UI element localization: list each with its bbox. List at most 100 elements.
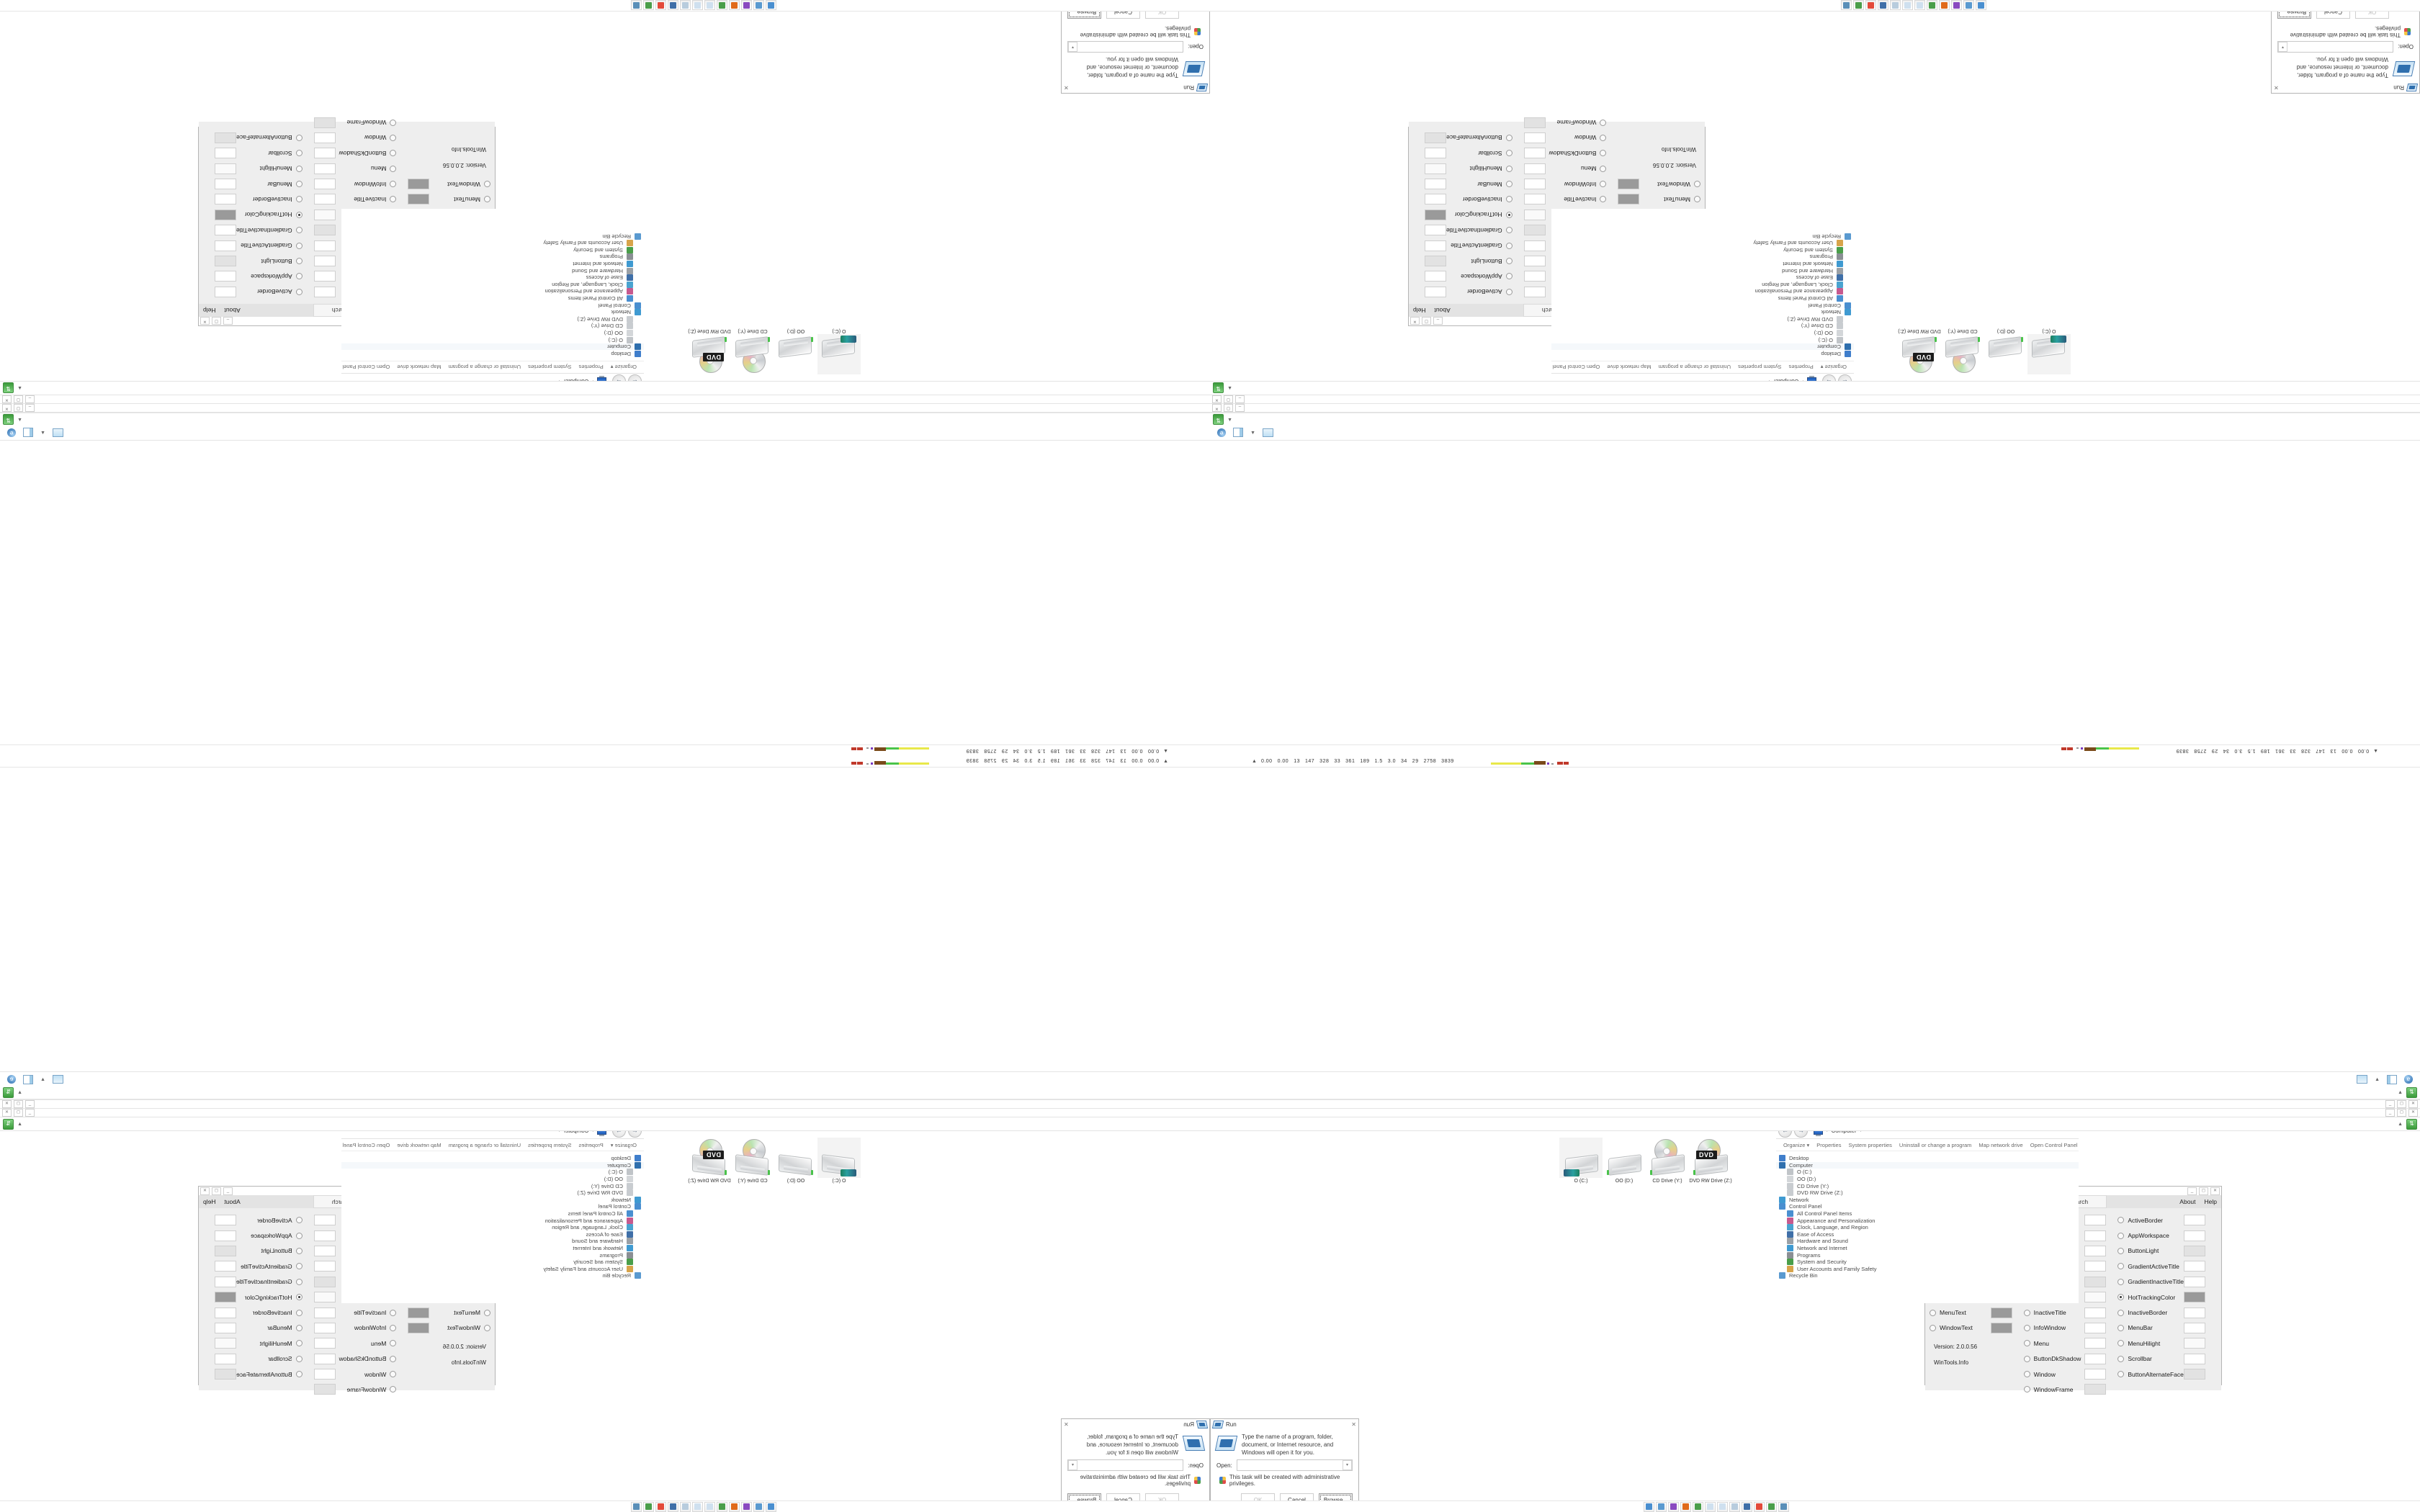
minimize-icon[interactable]: _ [2385,1109,2395,1117]
color-swatch[interactable] [313,271,336,282]
minimize-icon[interactable]: _ [1433,317,1443,325]
color-swatch[interactable] [2183,1338,2205,1349]
toolbar-organize[interactable]: Organize ▾ [610,364,637,371]
refresh-icon[interactable]: ⇅ [1213,382,1224,394]
internet-explorer-icon[interactable]: e [2404,1075,2413,1084]
color-swatch-row[interactable] [1990,1320,2024,1336]
color-swatch[interactable] [1523,240,1546,251]
color-swatch[interactable] [215,1322,237,1333]
color-option-row[interactable]: GradientActiveTitle [1446,238,1512,253]
color-option-row[interactable]: MenuHilight [236,161,302,176]
color-swatch-row[interactable] [2183,1259,2217,1274]
radio-button[interactable] [1505,196,1512,203]
toolbar-open-control-panel[interactable]: Open Control Panel [2030,1141,2078,1148]
restore-icon[interactable]: ◻ [2397,1109,2406,1117]
color-swatch-row[interactable] [2084,1320,2118,1336]
menu-help[interactable]: Help [2204,1198,2217,1205]
color-swatch-row[interactable] [1990,1305,2024,1320]
caret-up-icon[interactable]: ▲ [17,1121,22,1127]
tree-item[interactable]: Ease of Access [341,1230,644,1238]
drive-item[interactable]: OO (D:) [1603,1138,1646,1184]
open-input[interactable]: ▾ [2277,40,2394,53]
color-swatch-row[interactable] [2084,1351,2118,1367]
color-swatch[interactable] [1425,209,1447,220]
window-icon[interactable] [1644,1501,1654,1512]
color-swatch-row[interactable] [1413,176,1447,192]
tray-expand-icon[interactable]: ▲ [1163,748,1168,753]
color-swatch[interactable] [215,1353,237,1364]
tree-item[interactable]: User Accounts and Family Safety [341,1265,644,1273]
radio-button[interactable] [2118,1309,2125,1316]
firefox-icon[interactable] [729,1501,740,1512]
color-swatch[interactable] [2084,1307,2107,1318]
restore-icon[interactable]: ◻ [2397,1100,2406,1108]
color-swatch[interactable] [2183,1322,2205,1333]
color-swatch-row[interactable] [203,253,237,269]
restore-icon[interactable]: ◻ [14,395,23,403]
restore-icon[interactable]: ◻ [14,404,23,412]
radio-button[interactable] [295,165,302,172]
color-swatch[interactable] [1618,179,1640,190]
document-icon[interactable] [1890,0,1901,11]
tree-item[interactable]: Computer [1776,1161,2079,1169]
color-swatch-row[interactable] [1512,114,1546,130]
radio-button[interactable] [295,227,302,234]
color-swatch[interactable] [1523,256,1546,267]
drive-item[interactable]: OO (D:) [774,1138,817,1184]
color-swatch[interactable] [2183,1261,2205,1272]
minimize-icon[interactable]: _ [25,1100,35,1108]
radio-button[interactable] [484,1309,490,1316]
color-swatch-row[interactable] [203,1351,237,1367]
radio-button[interactable] [390,134,397,141]
tree-item[interactable]: Computer [341,343,644,351]
tree-item[interactable]: Network and Internet [1551,260,1854,268]
computer-icon[interactable] [753,0,764,11]
drive-item[interactable]: O (C:) [2027,328,2071,374]
restore-icon[interactable]: ◻ [14,1100,23,1108]
color-swatch-row[interactable] [1413,222,1447,238]
color-swatch-row[interactable] [302,207,336,222]
color-option-row[interactable]: InactiveBorder [236,1305,302,1320]
radio-button[interactable] [1505,227,1512,234]
rainbow-icon[interactable] [655,1501,666,1512]
radio-button[interactable] [295,196,302,203]
color-option-row[interactable]: Window [2023,1367,2085,1382]
radio-button[interactable] [2118,1217,2125,1224]
color-option-row[interactable]: ButtonDkShadow [336,1351,397,1367]
radio-button[interactable] [295,211,302,218]
color-swatch-row[interactable] [203,1290,237,1305]
radio-button[interactable] [390,1324,397,1331]
tree-item[interactable]: DVD RW Drive (Z:) [341,1189,644,1197]
color-swatch[interactable] [215,1292,237,1303]
color-swatch-row[interactable] [203,1336,237,1351]
drive-item[interactable]: O (C:) [1559,1138,1603,1184]
tree-item[interactable]: Programs [1776,1251,2079,1259]
color-option-row[interactable]: Scrollbar [236,1351,302,1367]
color-option-row[interactable]: ButtonLight [236,253,302,269]
internet-explorer-icon[interactable]: e [7,428,16,437]
radio-button[interactable] [390,1386,397,1393]
color-swatch[interactable] [313,1353,336,1364]
color-swatch[interactable] [2084,1322,2107,1333]
tree-item[interactable]: User Accounts and Family Safety [1776,1265,2079,1273]
caret-up-icon[interactable]: ▲ [2398,1089,2403,1095]
color-swatch-row[interactable] [1413,192,1447,207]
radio-button[interactable] [1505,165,1512,172]
radio-button[interactable] [295,1340,302,1347]
notepad-icon[interactable] [1717,1501,1728,1512]
color-swatch[interactable] [215,1307,237,1318]
toolbar-map-network-drive[interactable]: Map network drive [397,1141,442,1148]
notepad-icon[interactable] [1914,0,1925,11]
tree-item[interactable]: All Control Panel Items [1551,294,1854,302]
color-swatch[interactable] [1990,1322,2012,1333]
color-swatch-row[interactable] [2084,1259,2118,1274]
color-option-row[interactable]: MenuBar [1446,176,1512,192]
color-option-row[interactable]: MenuHilight [236,1336,302,1351]
color-swatch-row[interactable] [2183,1367,2217,1382]
color-option-row[interactable]: MenuText [429,1305,490,1320]
refresh-icon[interactable]: ⇅ [3,1118,14,1130]
color-option-row[interactable]: ButtonAlternateFace [1446,130,1512,145]
color-option-row[interactable]: HotTrackingColor [236,207,302,222]
tree-item[interactable]: Appearance and Personalization [341,1217,644,1224]
notepad-icon[interactable] [692,0,703,11]
